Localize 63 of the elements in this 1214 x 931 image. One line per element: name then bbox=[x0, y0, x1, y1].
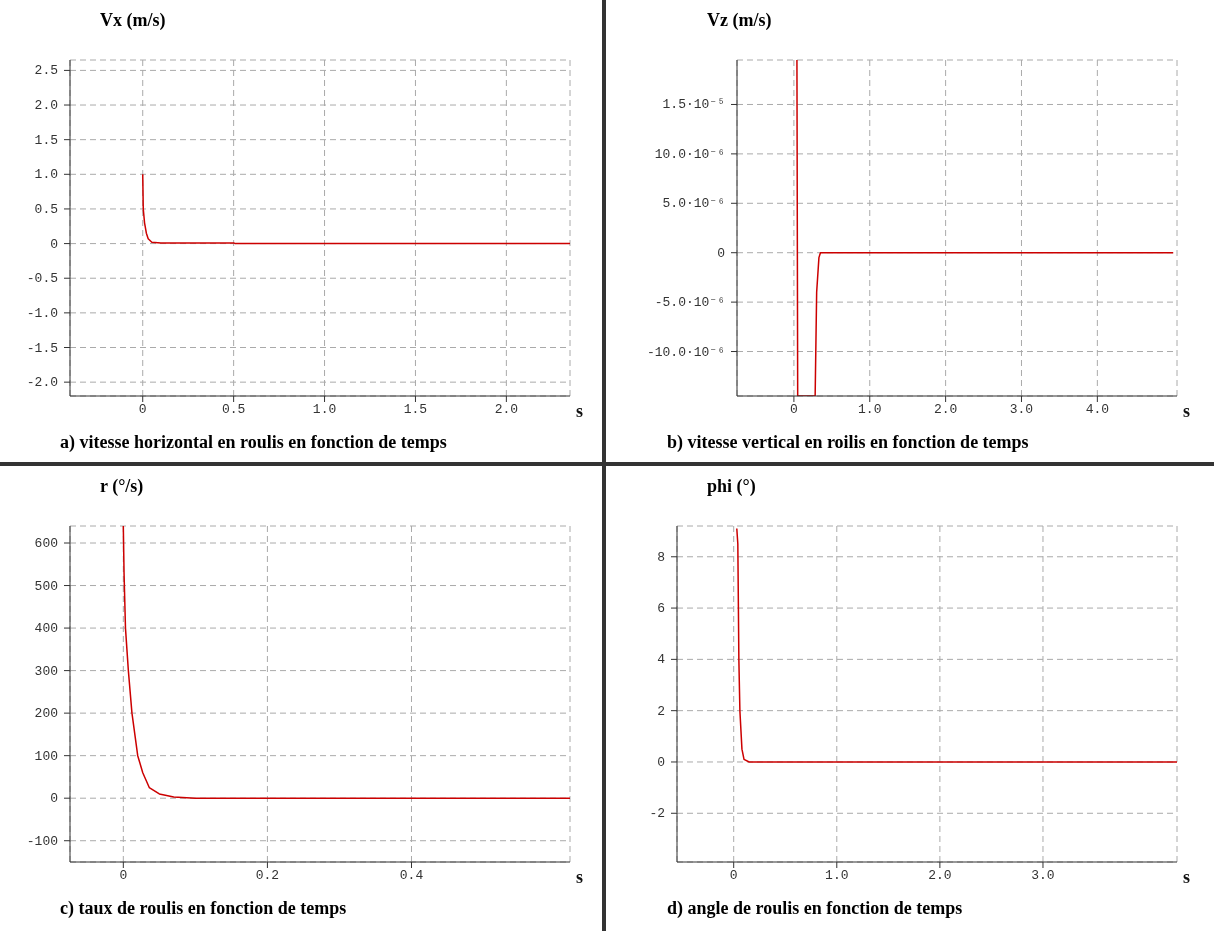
x-tick-label: 0 bbox=[119, 868, 128, 884]
x-tick-label: 0 bbox=[789, 402, 798, 418]
line-series bbox=[122, 526, 570, 799]
x-tick-label: 2.0 bbox=[933, 402, 958, 418]
y-tick-label: 0.5 bbox=[34, 201, 58, 217]
x-tick-label: 0 bbox=[729, 868, 738, 884]
y-tick-label: 400 bbox=[34, 621, 58, 637]
y-tick-label: 2.0 bbox=[34, 98, 58, 114]
y-axis-title: Vx (m/s) bbox=[99, 9, 167, 32]
y-tick-label: 0 bbox=[717, 245, 725, 261]
text: b) vitesse vertical en roilis en fonction de temps bbox=[666, 431, 1030, 453]
y-tick-label: 6 bbox=[657, 601, 665, 617]
y-tick-label: -1.5 bbox=[26, 340, 58, 356]
x-tick-label: 2.0 bbox=[494, 402, 519, 418]
x-tick-label: 2.0 bbox=[928, 868, 952, 884]
y-tick-label: 10.0·10⁻⁶ bbox=[654, 146, 725, 162]
y-tick-label: -2.0 bbox=[26, 375, 58, 391]
x-tick-label: 3.0 bbox=[1031, 868, 1055, 884]
x-tick-label: 1.0 bbox=[312, 402, 337, 418]
x-tick-label: 3.0 bbox=[1009, 402, 1034, 418]
x-tick-label: 0.5 bbox=[221, 402, 246, 418]
y-tick-label: 2.5 bbox=[34, 63, 58, 79]
x-tick-label: 4.0 bbox=[1085, 402, 1110, 418]
y-tick-label: 1.0 bbox=[34, 167, 58, 183]
y-tick-label: -10.0·10⁻⁶ bbox=[646, 344, 725, 360]
x-tick-label: 0.4 bbox=[399, 868, 424, 884]
x-tick-label: 1.0 bbox=[858, 402, 882, 418]
y-tick-label: 600 bbox=[34, 536, 58, 552]
y-tick-label: -0.5 bbox=[26, 271, 58, 287]
line-series bbox=[736, 527, 1177, 763]
text: a) vitesse horizontal en roulis en fonction de temps bbox=[59, 431, 448, 453]
text: c) taux de roulis en fonction de temps bbox=[59, 897, 348, 919]
y-tick-label: 300 bbox=[34, 663, 58, 679]
y-tick-label: -5.0·10⁻⁶ bbox=[654, 295, 725, 311]
y-tick-label: 100 bbox=[34, 748, 58, 764]
y-tick-label: 1.5 bbox=[34, 132, 58, 148]
x-axis-title: s bbox=[576, 867, 584, 888]
y-tick-label: 0 bbox=[50, 791, 58, 807]
y-tick-label: 5.0·10⁻⁶ bbox=[662, 196, 725, 212]
y-tick-label: -1.0 bbox=[26, 305, 58, 321]
x-axis-title: s bbox=[1183, 867, 1191, 888]
text: d) angle de roulis en fonction de temps bbox=[666, 897, 964, 919]
y-tick-label: 1.5·10⁻⁵ bbox=[662, 97, 725, 113]
y-tick-label: 0 bbox=[50, 236, 58, 252]
y-axis-title: r (°/s) bbox=[99, 475, 145, 498]
x-axis-title: s bbox=[1183, 401, 1191, 422]
y-tick-label: 200 bbox=[34, 706, 58, 722]
y-tick-label: 4 bbox=[657, 652, 666, 668]
y-tick-label: -2 bbox=[649, 806, 665, 822]
y-tick-label: 500 bbox=[34, 578, 58, 594]
x-tick-label: 1.0 bbox=[825, 868, 849, 884]
x-tick-label: 0 bbox=[138, 402, 147, 418]
y-axis-title: phi (°) bbox=[706, 475, 757, 498]
x-axis-title: s bbox=[576, 401, 584, 422]
x-tick-label: 1.5 bbox=[403, 402, 428, 418]
line-series bbox=[796, 60, 1174, 396]
y-tick-label: 0 bbox=[657, 754, 665, 770]
y-tick-label: 2 bbox=[657, 703, 665, 719]
line-series bbox=[141, 173, 570, 245]
y-tick-label: -100 bbox=[26, 833, 58, 849]
x-tick-label: 0.2 bbox=[255, 868, 280, 884]
y-tick-label: 8 bbox=[657, 549, 665, 565]
y-axis-title: Vz (m/s) bbox=[706, 9, 773, 32]
